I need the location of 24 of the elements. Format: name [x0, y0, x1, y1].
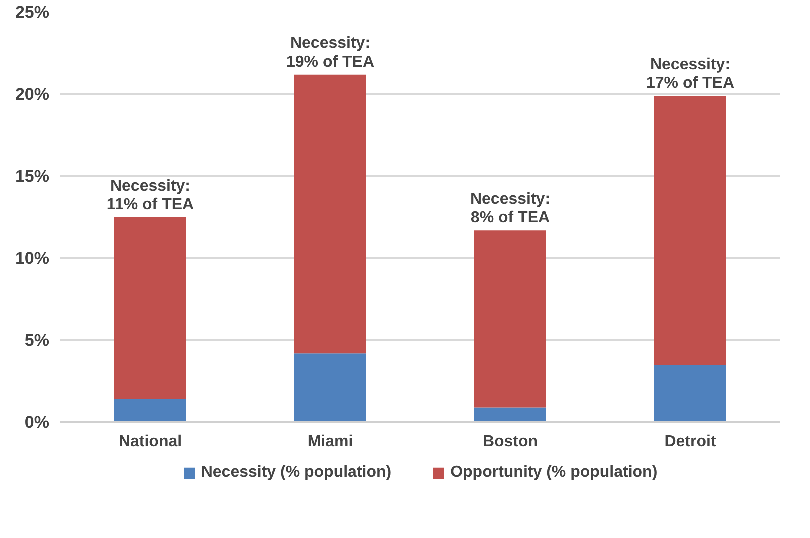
- annotation: Necessity: 11% of TEA: [106, 178, 195, 214]
- y-tick-label: 25%: [15, 3, 50, 22]
- y-tick-label: 15%: [15, 167, 50, 186]
- x-tick-label: National: [118, 434, 182, 450]
- bar: [114, 400, 186, 422]
- annotation: Necessity: 17% of TEA: [646, 56, 735, 92]
- bar: [114, 218, 186, 400]
- x-tick-label: Boston: [482, 434, 538, 450]
- bar: [294, 354, 366, 422]
- bar: [474, 230, 546, 408]
- bar: [294, 74, 366, 354]
- annotation: Necessity: 19% of TEA: [286, 35, 375, 71]
- bar: [654, 96, 726, 366]
- y-tick-label: 5%: [24, 331, 50, 350]
- bar: [474, 408, 546, 422]
- x-tick-label: Miami: [308, 434, 354, 450]
- bar: [654, 365, 726, 422]
- legend-label: Necessity (% population): [201, 464, 392, 482]
- legend-label: Opportunity (% population): [450, 464, 658, 482]
- y-tick-label: 0%: [24, 413, 50, 432]
- y-tick-label: 20%: [15, 85, 50, 104]
- annotation: Necessity: 8% of TEA: [470, 190, 551, 227]
- y-tick-label: 10%: [15, 249, 50, 268]
- x-tick-label: Detroit: [664, 434, 717, 450]
